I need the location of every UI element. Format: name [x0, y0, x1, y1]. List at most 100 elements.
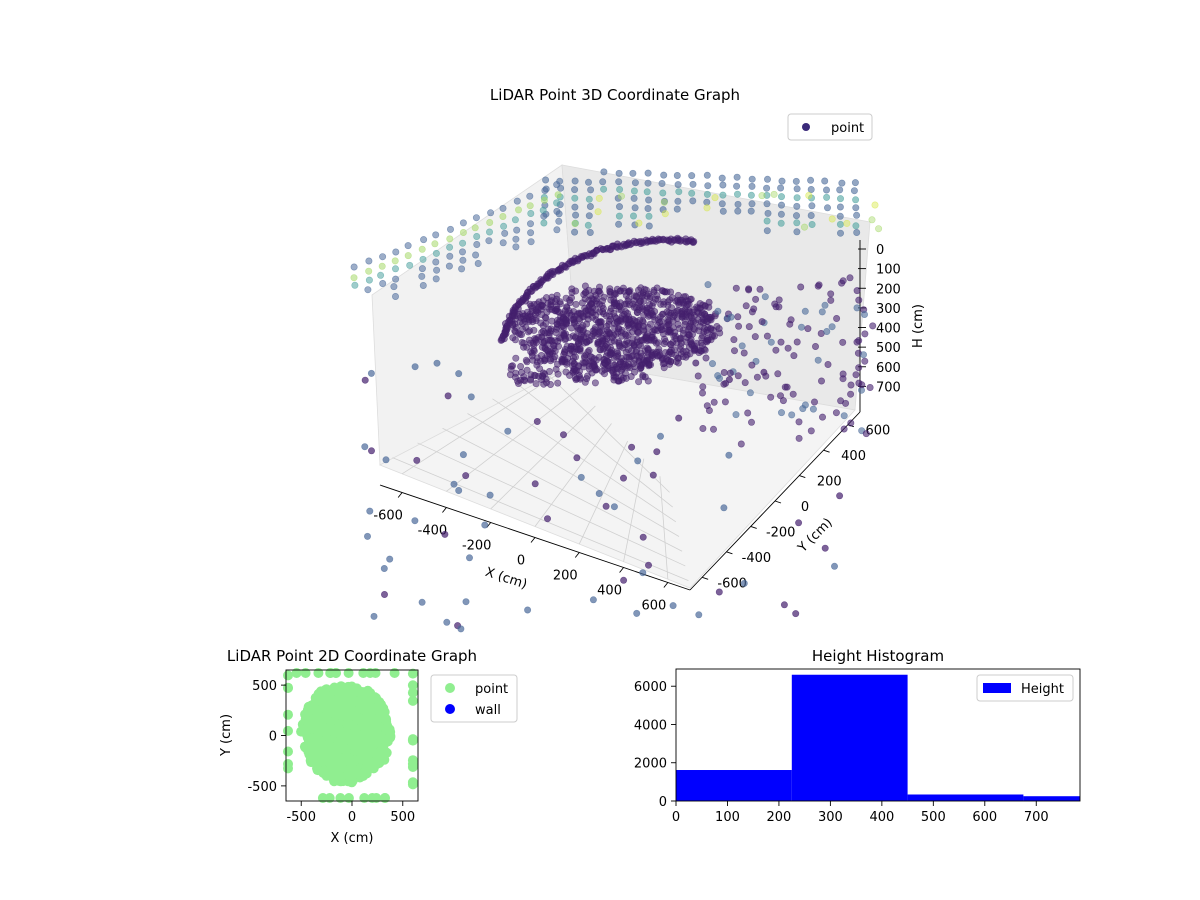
point-3d-158 [446, 225, 454, 233]
point-3d-84 [763, 191, 771, 199]
point-3d-1606 [367, 447, 375, 455]
point-3d-20 [585, 195, 593, 203]
point-3d-49 [660, 171, 668, 179]
point-3d-1548 [705, 406, 713, 414]
point-3d-1335 [523, 358, 531, 366]
point-3d-178 [485, 237, 493, 245]
point-3d-168 [458, 265, 466, 273]
point-3d-1623 [720, 504, 728, 512]
point-3d-165 [459, 239, 467, 247]
point-3d-1610 [620, 576, 628, 584]
point-3d-1395 [641, 373, 649, 381]
point-2d-909 [407, 695, 418, 706]
points-2d [283, 668, 418, 803]
point-3d-1570 [619, 474, 627, 482]
point-3d-1280 [544, 299, 552, 307]
y-axis-label-2d: Y (cm) [219, 714, 234, 757]
grid-x-5 [623, 458, 645, 562]
point-3d-1408 [546, 355, 554, 363]
point-3d-1474 [861, 357, 869, 365]
point-3d-1300 [637, 342, 645, 350]
point-2d-923 [407, 755, 418, 766]
point-3d-215 [828, 215, 836, 223]
point-3d-1290 [687, 312, 695, 320]
point-3d-1445 [772, 346, 780, 354]
point-3d-1193 [579, 326, 587, 334]
x-tick-label-3d-6: 600 [641, 599, 666, 614]
point-3d-150 [418, 272, 426, 280]
point-3d-1446 [746, 389, 754, 397]
point-3d-1539 [840, 425, 848, 433]
point-3d-1452 [705, 298, 713, 306]
point-3d-130 [365, 267, 373, 275]
point-3d-157 [432, 275, 440, 283]
point-3d-1296 [563, 319, 571, 327]
point-3d-133 [379, 253, 387, 261]
point-3d-1388 [545, 367, 553, 375]
point-3d-1525 [737, 440, 745, 448]
point-3d-189 [512, 243, 520, 251]
point-3d-1146 [665, 309, 673, 317]
point-3d-1515 [752, 295, 760, 303]
grid-y-4 [492, 398, 677, 523]
point-3d-1505 [708, 360, 716, 368]
point-3d-204 [555, 217, 563, 225]
point-3d-23 [584, 221, 592, 229]
legend-2d-label-point: point [475, 682, 508, 697]
point-3d-102 [807, 176, 815, 184]
point-3d-124 [852, 222, 860, 230]
point-3d-1567 [444, 392, 452, 400]
point-2d-930 [313, 668, 324, 678]
point-3d-100 [793, 219, 801, 227]
point-2d-894 [307, 723, 318, 733]
point-3d-1550 [771, 300, 779, 308]
x-tick-label-hist-0: 0 [672, 810, 680, 825]
point-3d-1562 [859, 351, 867, 359]
point-3d-1378 [583, 372, 591, 380]
point-3d-1522 [720, 380, 728, 388]
point-3d-1557 [727, 313, 735, 321]
point-3d-1402 [572, 366, 580, 374]
z-tick-label-3d-5: 500 [876, 341, 901, 356]
point-3d-1510 [824, 360, 832, 368]
point-3d-1540 [842, 399, 850, 407]
point-3d-1043 [654, 316, 662, 324]
point-3d-1076 [646, 311, 654, 319]
point-3d-1524 [726, 369, 734, 377]
histogram-bar-3 [1023, 796, 1080, 801]
point-2d-727 [361, 744, 372, 755]
point-3d-1556 [734, 372, 742, 380]
point-3d-1272 [589, 330, 597, 338]
point-3d-1231 [559, 310, 567, 318]
point-3d-1413 [588, 362, 596, 370]
point-3d-1621 [433, 359, 441, 367]
point-3d-166 [458, 248, 466, 256]
point-3d-1600 [725, 376, 733, 384]
point-3d-1389 [512, 369, 520, 377]
point-3d-1596 [455, 486, 463, 494]
point-3d-1147 [621, 300, 629, 308]
point-2d-922 [407, 777, 418, 788]
point-3d-1591 [634, 457, 642, 465]
point-2d-929 [358, 668, 369, 678]
point-3d-918 [659, 360, 667, 368]
point-2d-938 [407, 687, 418, 698]
point-2d-887 [382, 722, 393, 733]
point-3d-15 [572, 211, 580, 219]
point-3d-214 [617, 192, 625, 200]
z-tick-label-3d-6: 600 [876, 361, 901, 376]
point-3d-110 [823, 193, 831, 201]
point-3d-43 [644, 179, 652, 187]
point-3d-1138 [661, 349, 669, 357]
point-3d-175 [487, 209, 495, 217]
point-3d-1418 [531, 372, 539, 380]
point-3d-1601 [760, 368, 768, 376]
point-3d-1593 [602, 502, 610, 510]
point-3d-1301 [630, 292, 638, 300]
point-3d-207 [711, 194, 719, 202]
point-3d-1588 [675, 414, 683, 422]
point-3d-1116 [526, 300, 534, 308]
point-3d-127 [350, 274, 358, 282]
histogram-title: Height Histogram [812, 647, 944, 665]
point-3d-94 [777, 219, 785, 227]
